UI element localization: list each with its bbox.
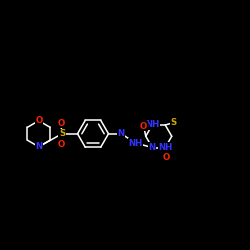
Text: O: O <box>57 119 64 128</box>
Text: NH: NH <box>158 143 172 152</box>
Text: S: S <box>171 118 177 127</box>
Text: NH: NH <box>128 138 142 147</box>
Text: O: O <box>163 152 170 162</box>
Text: S: S <box>59 129 65 138</box>
Text: O: O <box>57 140 64 149</box>
Text: N: N <box>35 142 42 151</box>
Text: O: O <box>35 116 42 125</box>
Text: N: N <box>118 129 125 138</box>
Text: NH: NH <box>145 120 160 130</box>
Text: N: N <box>149 143 156 152</box>
Text: O: O <box>140 122 147 131</box>
